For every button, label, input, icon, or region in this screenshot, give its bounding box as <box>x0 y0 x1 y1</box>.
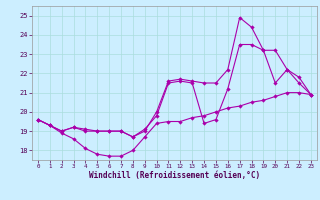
X-axis label: Windchill (Refroidissement éolien,°C): Windchill (Refroidissement éolien,°C) <box>89 171 260 180</box>
